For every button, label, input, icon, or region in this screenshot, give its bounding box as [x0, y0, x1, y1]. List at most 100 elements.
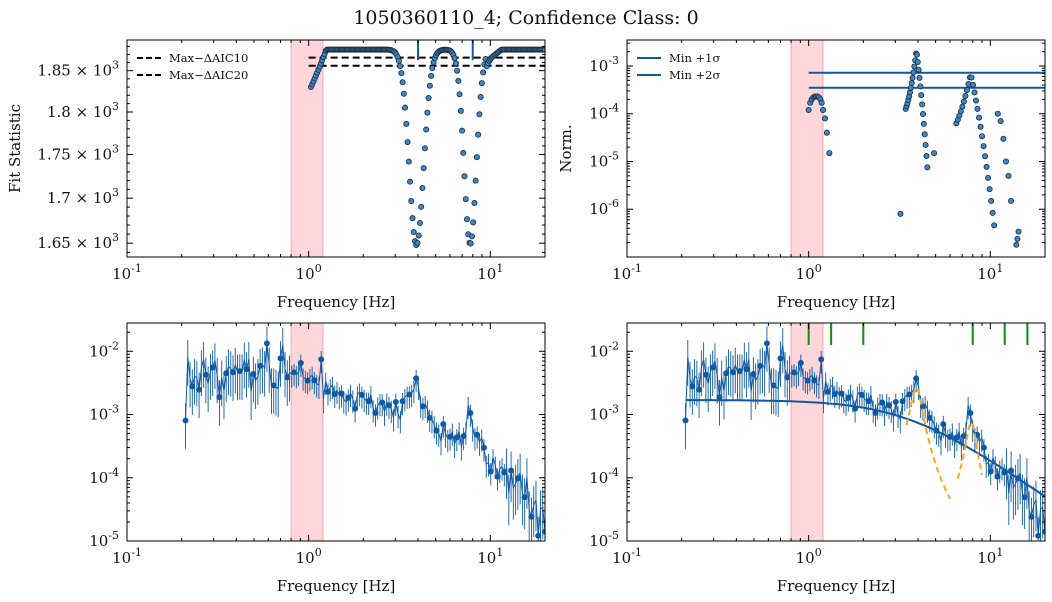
spectrum-point [682, 417, 689, 424]
legend-label: Max−ΔAIC10 [169, 51, 248, 65]
spectrum-point [1042, 528, 1045, 535]
fit-statistic-point [455, 77, 462, 84]
spectrum-point [899, 398, 906, 405]
legend-label: Max−ΔAIC20 [169, 68, 248, 82]
fit-statistic-point [475, 131, 482, 138]
normalization-point [909, 74, 916, 81]
fit-statistic-point [398, 70, 405, 77]
spectrum-point [318, 356, 325, 363]
spectrum-point [419, 403, 426, 410]
spectrum-point [689, 383, 696, 390]
spectrum-line [185, 343, 545, 536]
fit-statistic-point [454, 67, 461, 74]
fit-statistic-point [410, 228, 417, 235]
fit-statistic-point [416, 220, 423, 227]
fit-statistic-point [400, 90, 407, 97]
spectrum-point [757, 362, 764, 369]
normalization-point [982, 153, 989, 160]
fit-statistic-point [420, 165, 427, 172]
spectrum-point [250, 371, 257, 378]
spectrum-point [263, 340, 270, 347]
spectrum-point [818, 356, 825, 363]
fit-statistic-point [428, 72, 435, 79]
spectrum-point [196, 386, 203, 393]
spectrum-point [331, 391, 338, 398]
spectrum-point [858, 391, 865, 398]
spectrum-point [474, 431, 481, 438]
fit-statistic-point [471, 200, 478, 207]
normalization-point [922, 141, 929, 148]
fit-statistic-point [461, 173, 468, 180]
y-tick-label: 1.75 × 103 [37, 142, 119, 163]
fit-statistic-point [397, 63, 404, 70]
normalization-point [963, 87, 970, 94]
x-tick-label: 100 [796, 546, 822, 567]
spectrum-point [460, 433, 467, 440]
spectrum-point [980, 444, 987, 451]
spectrum-point [987, 468, 994, 475]
spectrum-point [277, 355, 284, 362]
normalization-point [988, 197, 995, 204]
fit-statistic-point [418, 203, 425, 210]
spectrum-point [413, 375, 420, 382]
excluded-frequency-band [790, 39, 824, 258]
fit-statistic-point [476, 111, 483, 118]
spectrum-point [926, 414, 933, 421]
spectrum-point [243, 366, 250, 373]
spectrum-point [892, 398, 899, 405]
normalization-point [974, 105, 981, 112]
x-tick-label: 100 [296, 546, 322, 567]
normalization-point [931, 150, 938, 157]
y-tick-label: 1.65 × 103 [37, 231, 119, 252]
normalization-point [921, 131, 928, 138]
fit-statistic-point [470, 219, 477, 226]
spectrum-point [311, 377, 318, 384]
spectrum-point [297, 359, 304, 366]
normalization-point [919, 110, 926, 117]
spectrum-point [514, 475, 521, 482]
spectrum-point [906, 391, 913, 398]
fit-statistic-point [480, 69, 487, 76]
axes-frame [626, 39, 1046, 258]
normalization-point [989, 209, 996, 216]
spectrum-point [811, 377, 818, 384]
y-tick-label: 10-3 [589, 54, 619, 75]
normalization-point [823, 129, 830, 136]
y-tick-label: 10-4 [589, 466, 619, 487]
legend-label: Min +2σ [669, 68, 720, 82]
fit-statistic-point [407, 178, 414, 185]
spectrum-point [372, 409, 379, 416]
y-tick-label: 10-2 [589, 339, 619, 360]
normalization-point [820, 106, 827, 113]
spectrum-point [487, 468, 494, 475]
spectrum-point [236, 368, 243, 375]
normalization-point [821, 115, 828, 122]
normalization-point [914, 59, 921, 66]
spectrum-point [1028, 513, 1035, 520]
spectrum-point [763, 340, 770, 347]
normalization-point [923, 152, 930, 159]
spectrum-point [865, 398, 872, 405]
excluded-frequency-band [790, 322, 824, 542]
lorentzian-component [956, 421, 983, 480]
x-tick-label: 101 [477, 546, 503, 567]
axes-frame [626, 322, 1046, 542]
normalization-point [1014, 235, 1021, 242]
fit-statistic-point [403, 120, 410, 127]
spectrum-point [886, 402, 893, 409]
normalization-point [983, 163, 990, 170]
fit-statistic-point [478, 80, 485, 87]
spectrum-point [480, 444, 487, 451]
spectrum-point [345, 394, 352, 401]
spectrum-point [716, 394, 723, 401]
spectrum-point [831, 391, 838, 398]
spectrum-point [940, 421, 947, 428]
normalization-point [908, 80, 915, 87]
y-tick-label: 10-5 [89, 529, 119, 550]
x-axis-label: Frequency [Hz] [277, 293, 396, 311]
normalization-point [907, 84, 914, 91]
fit-statistic-point [402, 104, 409, 111]
spectrum-point [824, 388, 831, 395]
y-tick-label: 10-3 [589, 403, 619, 424]
normalization-point [924, 164, 931, 171]
